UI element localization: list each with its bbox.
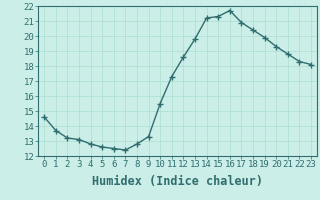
X-axis label: Humidex (Indice chaleur): Humidex (Indice chaleur) (92, 175, 263, 188)
